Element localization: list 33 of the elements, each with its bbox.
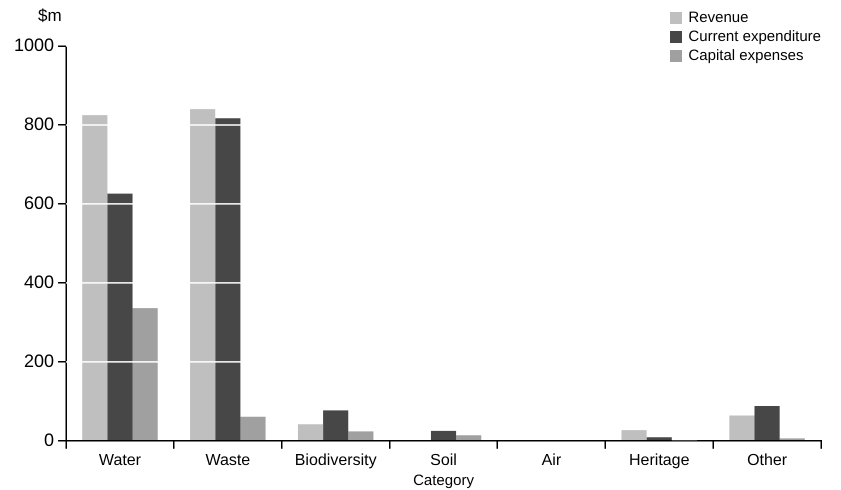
bar [132, 308, 158, 440]
bar [646, 437, 672, 440]
x-tick-label: Other [747, 452, 788, 469]
y-tick-label: 800 [24, 114, 54, 134]
x-axis-title: Category [413, 472, 474, 490]
bar [456, 435, 482, 440]
bar [215, 118, 240, 440]
bar [430, 430, 456, 440]
y-tick-label: 200 [24, 350, 54, 371]
bar [190, 109, 216, 440]
y-axis-title: $m [38, 6, 62, 26]
x-tick-label: Water [98, 452, 142, 469]
x-tick-label: Heritage [628, 452, 690, 469]
x-tick-label: Air [542, 452, 562, 469]
y-tick-label: 0 [44, 430, 54, 450]
x-tick-label: Waste [205, 452, 250, 469]
bar [621, 430, 647, 440]
bar [348, 431, 374, 440]
bar [107, 194, 133, 440]
legend-label: Revenue [688, 9, 748, 26]
x-tick-label: Soil [430, 452, 457, 469]
x-tick-label: Biodiversity [294, 452, 377, 469]
y-tick-label: 400 [24, 272, 54, 292]
y-tick-label: 1000 [14, 34, 54, 55]
bar [82, 115, 108, 440]
bar [754, 406, 780, 440]
legend-label: Current expenditure [688, 28, 821, 45]
bar [323, 410, 348, 440]
y-tick-label: 600 [24, 192, 54, 213]
bar [298, 424, 324, 440]
bar [729, 416, 754, 440]
bar [240, 416, 266, 440]
legend-label: Capital expenses [688, 47, 804, 64]
